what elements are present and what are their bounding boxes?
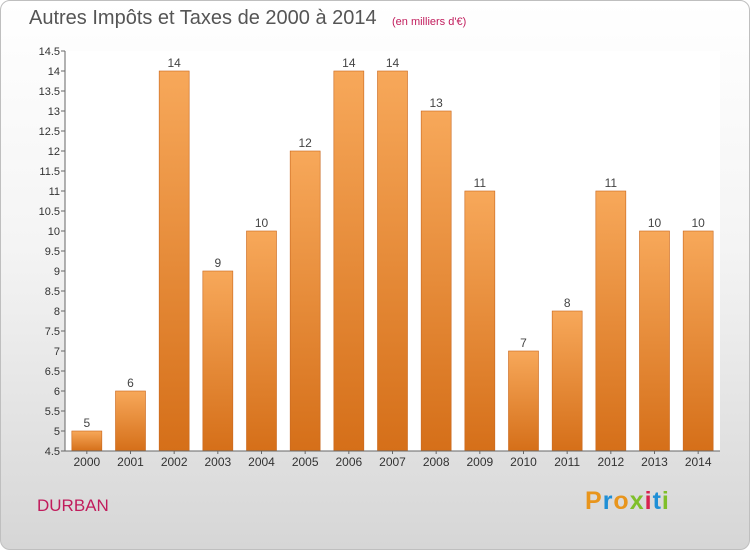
logo-letter: P <box>585 487 603 515</box>
x-tick-label: 2008 <box>423 455 450 469</box>
y-tick-label: 12 <box>48 146 60 158</box>
bar-value-label: 5 <box>83 416 90 430</box>
bar <box>246 230 277 452</box>
bar <box>682 230 714 452</box>
bar <box>420 110 452 452</box>
logo-letter: o <box>613 487 630 515</box>
y-tick-label: 11 <box>49 186 60 198</box>
bar-value-label: 12 <box>298 136 312 150</box>
y-tick-label: 6.5 <box>45 366 60 378</box>
logo-letter: i <box>661 487 670 515</box>
bar-value-label: 9 <box>214 256 221 270</box>
bar-value-label: 11 <box>474 176 487 190</box>
proxiti-logo: Proxiti <box>585 487 670 516</box>
x-tick-label: 2010 <box>510 455 537 469</box>
y-tick-label: 10.5 <box>39 206 60 218</box>
bar <box>202 270 234 452</box>
bar-value-label: 11 <box>605 176 618 190</box>
x-tick-label: 2003 <box>204 455 231 469</box>
bar <box>508 350 539 452</box>
chart-unit: (en milliers d'€) <box>392 16 467 28</box>
y-tick-label: 9 <box>54 266 60 278</box>
x-tick-label: 2013 <box>641 455 668 469</box>
y-tick-label: 13 <box>48 106 60 118</box>
y-tick-label: 6 <box>54 386 60 398</box>
bar-value-label: 10 <box>255 216 269 230</box>
bar <box>639 230 670 452</box>
logo-letter: x <box>629 487 645 515</box>
bar <box>289 150 321 452</box>
x-tick-label: 2005 <box>292 455 319 469</box>
y-tick-label: 8 <box>54 306 60 318</box>
y-tick-label: 5 <box>54 426 60 438</box>
y-tick-label: 11.5 <box>39 166 60 178</box>
y-tick-label: 10 <box>48 226 60 238</box>
chart-title: Autres Impôts et Taxes de 2000 à 2014 <box>29 7 377 29</box>
bar <box>333 70 365 452</box>
bar-value-label: 8 <box>564 296 571 310</box>
bar <box>464 190 496 452</box>
bar-value-label: 6 <box>127 376 134 390</box>
y-tick-label: 7 <box>54 346 60 358</box>
y-tick-label: 13.5 <box>39 86 60 98</box>
bar <box>158 70 190 452</box>
x-tick-label: 2007 <box>379 455 406 469</box>
logo-letter: i <box>644 487 653 515</box>
bar <box>551 310 583 452</box>
x-tick-label: 2001 <box>117 455 144 469</box>
bar <box>595 190 627 452</box>
bar <box>71 430 103 452</box>
x-tick-label: 2004 <box>248 455 275 469</box>
y-tick-label: 8.5 <box>45 286 60 298</box>
logo-letter: r <box>602 487 614 515</box>
y-tick-label: 14.5 <box>39 46 60 58</box>
x-tick-label: 2000 <box>73 455 100 469</box>
city-name: DURBAN <box>37 496 109 515</box>
bar-value-label: 14 <box>342 56 356 70</box>
bar-value-label: 13 <box>429 96 443 110</box>
x-tick-label: 2009 <box>466 455 493 469</box>
x-tick-label: 2006 <box>335 455 362 469</box>
y-tick-label: 7.5 <box>45 326 60 338</box>
x-tick-label: 2011 <box>554 455 580 469</box>
y-tick-label: 4.5 <box>45 446 60 458</box>
bar <box>115 390 146 452</box>
x-tick-label: 2002 <box>161 455 188 469</box>
y-tick-label: 9.5 <box>45 246 60 258</box>
y-tick-label: 12.5 <box>39 126 60 138</box>
bar-value-label: 14 <box>167 56 181 70</box>
x-tick-label: 2014 <box>685 455 712 469</box>
bar-value-label: 7 <box>520 336 527 350</box>
bar-value-label: 10 <box>648 216 662 230</box>
bar <box>377 70 408 452</box>
y-tick-label: 5.5 <box>45 406 60 418</box>
logo-letter: t <box>652 487 662 515</box>
y-tick-label: 14 <box>48 66 60 78</box>
x-tick-label: 2012 <box>597 455 624 469</box>
bar-value-label: 10 <box>691 216 705 230</box>
bar-value-label: 14 <box>386 56 400 70</box>
